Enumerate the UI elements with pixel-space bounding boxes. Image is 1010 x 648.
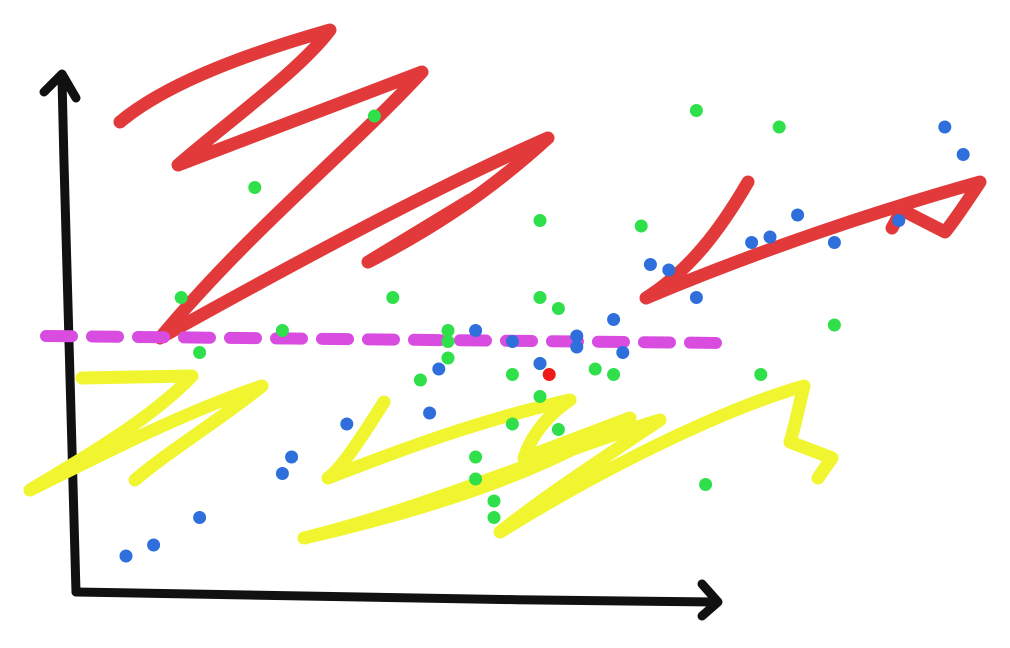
green-data-point <box>533 214 547 227</box>
green-data-point <box>441 351 455 365</box>
y-axis <box>57 73 81 597</box>
green-data-point <box>634 219 648 233</box>
blue-data-point <box>892 214 906 227</box>
blue-data-point <box>193 511 207 524</box>
blue-data-point <box>791 208 805 222</box>
green-data-point <box>487 511 501 524</box>
blue-data-point <box>570 340 584 354</box>
arrowhead-right-icon <box>697 579 723 621</box>
blue-data-point <box>570 329 584 343</box>
scatter-points <box>119 104 970 563</box>
blue-data-point <box>745 236 759 249</box>
blue-data-point <box>827 236 841 249</box>
blue-data-point <box>119 549 133 563</box>
x-axis <box>71 587 721 607</box>
scribble-stroke <box>23 369 839 545</box>
high-region-scribble <box>113 23 987 345</box>
green-data-point <box>469 472 483 486</box>
blue-data-point <box>275 467 289 480</box>
blue-data-point <box>423 406 437 420</box>
green-data-point <box>588 362 602 376</box>
green-data-point <box>367 109 381 123</box>
blue-data-point <box>147 538 161 552</box>
low-region-scribble <box>23 369 839 545</box>
green-data-point <box>533 291 547 304</box>
blue-data-point <box>616 346 630 359</box>
blue-data-point <box>938 120 952 134</box>
green-data-point <box>505 417 519 431</box>
green-data-point <box>551 302 565 315</box>
green-data-point <box>827 318 841 332</box>
arrowhead-up-icon <box>39 69 81 103</box>
green-data-point <box>551 423 565 436</box>
blue-data-point <box>469 324 483 337</box>
green-data-point <box>487 494 501 508</box>
green-data-point <box>469 450 483 464</box>
blue-data-point <box>340 417 354 431</box>
green-data-point <box>699 478 713 491</box>
red-data-point <box>542 368 556 381</box>
green-data-point <box>689 104 703 117</box>
blue-data-point <box>689 291 703 304</box>
blue-data-point <box>533 357 547 370</box>
blue-data-point <box>285 450 299 464</box>
green-data-point <box>275 324 289 337</box>
green-data-point <box>248 181 262 194</box>
green-data-point <box>441 335 455 348</box>
green-data-point <box>441 324 455 337</box>
green-data-point <box>413 373 427 387</box>
green-data-point <box>607 368 621 381</box>
green-data-point <box>754 368 768 381</box>
blue-data-point <box>607 313 621 326</box>
green-data-point <box>505 368 519 381</box>
blue-data-point <box>662 263 676 277</box>
blue-data-point <box>643 258 657 271</box>
green-data-point <box>193 346 207 359</box>
threshold-dashed-line <box>40 330 728 349</box>
blue-data-point <box>763 230 777 244</box>
blue-data-point <box>956 148 970 161</box>
scribble-stroke <box>113 23 987 345</box>
blue-data-point <box>505 335 519 348</box>
green-data-point <box>174 291 188 304</box>
green-data-point <box>533 390 547 403</box>
green-data-point <box>386 291 400 304</box>
green-data-point <box>772 120 786 134</box>
blue-data-point <box>432 362 446 376</box>
